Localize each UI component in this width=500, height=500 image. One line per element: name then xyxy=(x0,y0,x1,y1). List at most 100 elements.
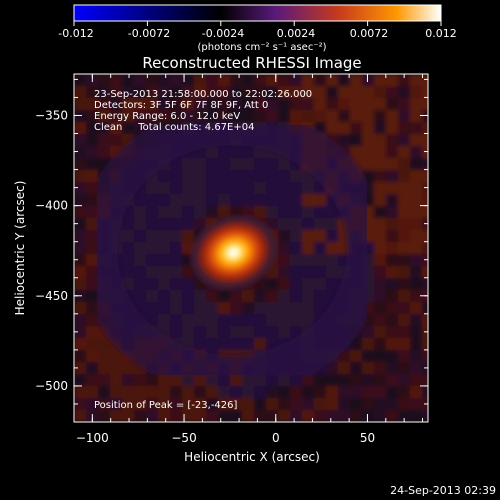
background-cell xyxy=(398,290,410,302)
background-cell xyxy=(302,398,314,410)
background-cell xyxy=(302,74,314,86)
background-cell xyxy=(74,410,86,422)
background-cell xyxy=(170,254,182,266)
background-cell xyxy=(254,410,266,422)
background-cell xyxy=(254,338,266,350)
background-cell xyxy=(206,290,218,302)
chart-title: Reconstructed RHESSI Image xyxy=(142,54,361,72)
background-cell xyxy=(266,86,278,98)
background-cell xyxy=(110,410,122,422)
background-cell xyxy=(206,170,218,182)
colorbar-tick-label-4: 0.0072 xyxy=(350,27,389,40)
background-cell xyxy=(98,362,110,374)
background-cell xyxy=(302,410,314,422)
colorbar-tick-label-0: -0.012 xyxy=(58,27,93,40)
background-cell xyxy=(386,98,398,110)
background-cell xyxy=(110,134,122,146)
background-cell xyxy=(182,218,194,230)
background-cell xyxy=(410,74,422,86)
background-cell xyxy=(350,398,362,410)
background-cell xyxy=(194,182,206,194)
background-cell xyxy=(110,98,122,110)
background-cell xyxy=(410,218,422,230)
background-cell xyxy=(146,398,158,410)
background-cell xyxy=(398,398,410,410)
background-cell xyxy=(98,374,110,386)
background-cell xyxy=(230,410,242,422)
background-cell xyxy=(350,410,362,422)
background-cell xyxy=(362,374,374,386)
background-cell xyxy=(242,194,254,206)
background-cell xyxy=(158,182,170,194)
background-cell xyxy=(398,74,410,86)
background-cell xyxy=(170,290,182,302)
background-cell xyxy=(206,182,218,194)
background-cell xyxy=(98,86,110,98)
background-cell xyxy=(410,386,422,398)
background-cell xyxy=(302,302,314,314)
background-cell xyxy=(266,314,278,326)
background-cell xyxy=(170,410,182,422)
background-cell xyxy=(242,314,254,326)
background-cell xyxy=(278,398,290,410)
background-cell xyxy=(218,338,230,350)
background-cell xyxy=(98,350,110,362)
background-cell xyxy=(362,86,374,98)
background-cell xyxy=(350,134,362,146)
background-cell xyxy=(398,242,410,254)
background-cell xyxy=(290,218,302,230)
background-cell xyxy=(278,386,290,398)
background-cell xyxy=(278,98,290,110)
background-cell xyxy=(158,410,170,422)
background-cell xyxy=(74,398,86,410)
background-cell xyxy=(422,242,428,254)
background-cell xyxy=(158,206,170,218)
background-cell xyxy=(206,410,218,422)
background-cell xyxy=(326,362,338,374)
background-cell xyxy=(134,110,146,122)
background-cell xyxy=(134,398,146,410)
colorbar-tick-label-5: 0.012 xyxy=(425,27,457,40)
background-cell xyxy=(314,410,326,422)
background-cell xyxy=(362,398,374,410)
background-cell xyxy=(410,122,422,134)
background-cell xyxy=(86,386,98,398)
background-cell xyxy=(302,206,314,218)
background-cell xyxy=(422,410,428,422)
background-cell xyxy=(350,74,362,86)
background-cell xyxy=(422,110,428,122)
background-cell xyxy=(74,110,86,122)
background-cell xyxy=(218,182,230,194)
background-cell xyxy=(326,86,338,98)
background-cell xyxy=(134,410,146,422)
background-cell xyxy=(182,230,194,242)
background-cell xyxy=(146,254,158,266)
background-cell xyxy=(422,278,428,290)
background-cell xyxy=(326,386,338,398)
background-cell xyxy=(278,230,290,242)
background-cell xyxy=(422,158,428,170)
background-cell xyxy=(194,86,206,98)
background-cell xyxy=(302,278,314,290)
background-cell xyxy=(410,146,422,158)
background-cell xyxy=(278,206,290,218)
background-cell xyxy=(218,326,230,338)
background-cell xyxy=(326,266,338,278)
background-cell xyxy=(242,158,254,170)
background-cell xyxy=(386,206,398,218)
background-cell xyxy=(398,110,410,122)
background-cell xyxy=(362,350,374,362)
y-tick-label-0: −350 xyxy=(35,108,68,122)
background-cell xyxy=(422,302,428,314)
background-cell xyxy=(170,194,182,206)
background-cell xyxy=(170,386,182,398)
background-cell xyxy=(350,350,362,362)
annotation-detectors: Detectors: 3F 5F 6F 7F 8F 9F, Att 0 xyxy=(94,100,268,111)
background-cell xyxy=(254,74,266,86)
background-cell xyxy=(374,158,386,170)
plot-frame xyxy=(73,73,429,423)
background-cell xyxy=(410,290,422,302)
background-cell xyxy=(86,134,98,146)
background-cell xyxy=(146,182,158,194)
background-cell xyxy=(158,242,170,254)
